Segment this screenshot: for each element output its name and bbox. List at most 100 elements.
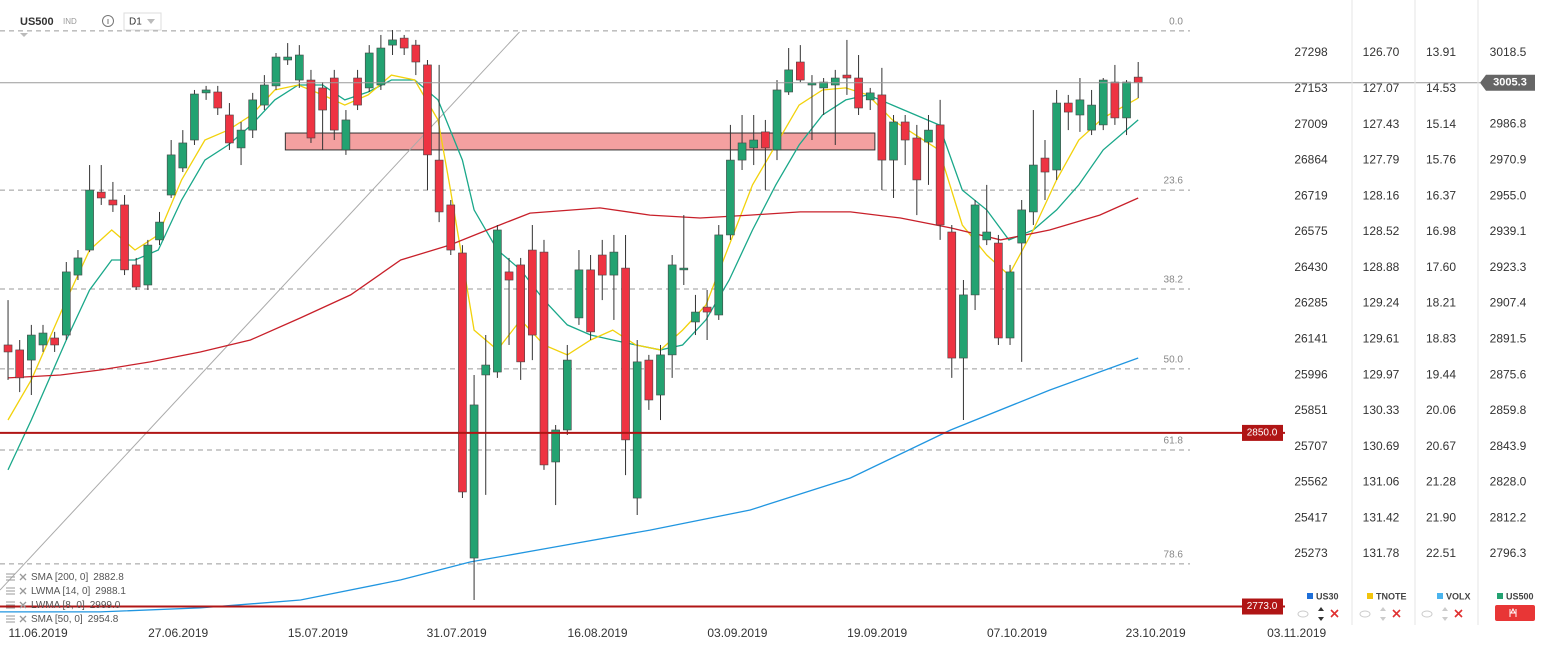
legend-menu-icon[interactable]	[6, 573, 15, 581]
candle-body	[248, 99, 258, 131]
candle-body	[341, 119, 351, 151]
candle-body	[96, 191, 106, 199]
legend-remove-icon[interactable]	[19, 587, 27, 595]
timeframe-dropdown[interactable]	[123, 12, 162, 31]
legend-name: SMA [50, 0]	[31, 614, 83, 625]
sort-icon[interactable]	[1318, 607, 1324, 621]
candle-body	[1005, 271, 1015, 339]
candle-body	[597, 254, 607, 276]
x-tick-label: 19.09.2019	[847, 626, 907, 640]
candle-body	[691, 311, 700, 323]
candle-body	[830, 77, 840, 86]
candle-body	[900, 121, 910, 141]
fib-label: 78.6	[1164, 550, 1184, 561]
remove-icon[interactable]	[1330, 609, 1339, 618]
candle-body	[283, 56, 292, 61]
scale-label: 22.51	[1426, 546, 1456, 560]
candle-body	[667, 264, 677, 356]
scale-label: 126.70	[1363, 45, 1400, 59]
legend-entry: LWMA [14, 0] 2988.1	[31, 586, 126, 597]
candle-body	[539, 251, 549, 466]
legend-entry: LWMA [8, 0] 2999.0	[31, 600, 121, 611]
candle-body	[201, 89, 211, 94]
fib-label: 23.6	[1164, 176, 1184, 187]
scale-swatch	[1497, 593, 1503, 599]
scale-label: 20.06	[1426, 403, 1456, 417]
dropdown-arrow	[147, 19, 155, 24]
scale-label: 14.53	[1426, 81, 1456, 95]
sort-icon[interactable]	[1380, 607, 1386, 621]
scale-label: 128.52	[1363, 224, 1400, 238]
sort-icon[interactable]	[1442, 607, 1448, 621]
candle-body	[131, 264, 141, 288]
scale-label: 25562	[1294, 475, 1328, 489]
candle-body	[749, 139, 759, 149]
candle-body	[155, 221, 164, 241]
current-price-label: 3005.3	[1493, 77, 1527, 89]
legend-value: 2988.1	[95, 586, 126, 597]
candle-body	[912, 137, 922, 181]
remove-icon[interactable]	[1454, 609, 1463, 618]
candle-body	[621, 267, 630, 441]
plot-area	[0, 29, 1190, 613]
y-tick-label: 2812.2	[1490, 510, 1527, 524]
visibility-icon[interactable]	[1359, 610, 1371, 618]
legend-menu-icon[interactable]	[6, 615, 15, 623]
candle-body	[27, 334, 36, 361]
candle-body	[504, 271, 514, 281]
candle-body	[574, 269, 584, 319]
scale-label: 131.78	[1363, 546, 1400, 560]
info-icon[interactable]	[102, 15, 114, 27]
candle-body	[959, 294, 968, 359]
scale-label: 27009	[1294, 117, 1328, 131]
scale-name: US500	[1506, 591, 1534, 601]
candle-body	[469, 404, 479, 559]
symbol[interactable]: US500	[20, 16, 54, 28]
y-tick-label: 2986.8	[1490, 117, 1527, 131]
candle-body	[61, 271, 71, 336]
candle-body	[877, 94, 887, 161]
collapse-arrow[interactable]	[20, 33, 28, 37]
scale-label: 16.98	[1426, 224, 1456, 238]
candle-body	[842, 74, 852, 79]
scale-label: 131.06	[1363, 475, 1400, 489]
scale-swatch	[1437, 593, 1443, 599]
candle-body	[1087, 104, 1096, 131]
scale-label: 130.69	[1363, 439, 1400, 453]
legend-remove-icon[interactable]	[19, 573, 27, 581]
candle-body	[364, 52, 374, 89]
legend-remove-icon[interactable]	[19, 615, 27, 623]
candle-body	[434, 159, 444, 213]
remove-icon[interactable]	[1392, 609, 1401, 618]
candle-body	[15, 349, 24, 379]
x-tick-label: 11.06.2019	[9, 626, 68, 640]
candle-body	[166, 154, 176, 196]
scale-label: 129.24	[1363, 296, 1400, 310]
scale-label: 25273	[1294, 546, 1328, 560]
scale-label: 21.90	[1426, 510, 1456, 524]
visibility-icon[interactable]	[1297, 610, 1309, 618]
indicator-line	[7, 197, 1139, 379]
legend-menu-icon[interactable]	[6, 601, 15, 609]
level-box	[1242, 598, 1283, 615]
candle-body	[924, 129, 933, 143]
candle-body	[819, 81, 828, 89]
candle-body	[190, 93, 199, 141]
legend-value: 2882.8	[93, 572, 124, 583]
candle-body	[772, 89, 782, 151]
legend-remove-icon[interactable]	[19, 601, 27, 609]
candle-body	[726, 159, 735, 236]
x-tick-label: 23.10.2019	[1126, 626, 1186, 640]
visibility-icon[interactable]	[1421, 610, 1433, 618]
x-tick-label: 16.08.2019	[568, 626, 628, 640]
candle-body	[1075, 99, 1085, 116]
candle-body	[225, 114, 234, 144]
candle-body	[178, 142, 188, 169]
trendline	[0, 31, 520, 591]
candle-body	[1098, 79, 1108, 126]
scale-label: 26285	[1294, 296, 1328, 310]
legend-menu-icon[interactable]	[6, 587, 15, 595]
y-tick-label: 2907.4	[1490, 296, 1527, 310]
